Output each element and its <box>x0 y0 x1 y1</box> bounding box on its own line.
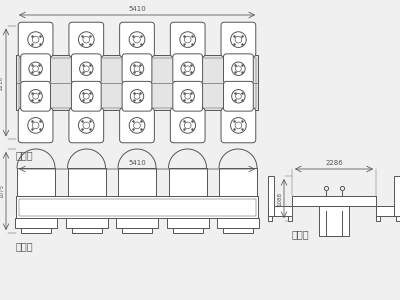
Bar <box>268 216 272 221</box>
Circle shape <box>32 122 39 129</box>
Bar <box>116 218 158 228</box>
Circle shape <box>230 32 246 47</box>
FancyBboxPatch shape <box>120 22 154 57</box>
Circle shape <box>185 93 190 99</box>
Circle shape <box>78 118 94 133</box>
Bar <box>168 168 206 196</box>
Text: 5410: 5410 <box>128 6 146 12</box>
Bar <box>396 216 400 221</box>
Text: 顶视图: 顶视图 <box>16 150 34 160</box>
Circle shape <box>184 36 191 43</box>
Bar <box>15 218 57 228</box>
Circle shape <box>32 36 39 43</box>
Circle shape <box>134 66 140 72</box>
FancyBboxPatch shape <box>173 81 202 111</box>
FancyBboxPatch shape <box>221 22 256 57</box>
Bar <box>394 176 400 216</box>
Circle shape <box>33 66 38 72</box>
FancyBboxPatch shape <box>72 81 101 111</box>
Circle shape <box>185 66 190 72</box>
Bar <box>72 228 102 233</box>
Circle shape <box>129 118 145 133</box>
Circle shape <box>129 32 145 47</box>
Bar <box>18 58 256 107</box>
Circle shape <box>130 89 144 103</box>
Circle shape <box>235 36 242 43</box>
Circle shape <box>29 89 42 103</box>
Text: 1075: 1075 <box>0 184 4 198</box>
Circle shape <box>33 93 38 99</box>
Bar <box>268 176 274 216</box>
Bar <box>219 168 257 196</box>
Circle shape <box>83 36 90 43</box>
Circle shape <box>134 36 140 43</box>
Text: 5410: 5410 <box>128 160 146 166</box>
Text: 2210: 2210 <box>0 76 4 89</box>
Circle shape <box>28 118 44 133</box>
FancyBboxPatch shape <box>18 108 53 143</box>
Text: 2286: 2286 <box>325 160 343 166</box>
Bar <box>18 199 256 215</box>
Bar <box>21 228 51 233</box>
Bar <box>319 206 349 236</box>
Bar <box>166 218 208 228</box>
Circle shape <box>84 66 89 72</box>
Circle shape <box>180 32 196 47</box>
FancyBboxPatch shape <box>221 108 256 143</box>
Circle shape <box>80 62 93 76</box>
Circle shape <box>84 93 89 99</box>
Circle shape <box>83 122 90 129</box>
Bar <box>118 168 156 196</box>
Bar <box>376 206 400 216</box>
Bar <box>292 196 376 206</box>
Circle shape <box>180 118 196 133</box>
Circle shape <box>236 93 241 99</box>
Circle shape <box>134 122 140 129</box>
FancyBboxPatch shape <box>170 108 205 143</box>
Circle shape <box>232 89 245 103</box>
FancyBboxPatch shape <box>122 81 152 111</box>
Circle shape <box>236 66 241 72</box>
FancyBboxPatch shape <box>69 108 104 143</box>
Text: 正视图: 正视图 <box>16 241 34 251</box>
Bar <box>16 55 258 110</box>
Bar <box>122 228 152 233</box>
FancyBboxPatch shape <box>173 54 202 84</box>
Text: 侧视图: 侧视图 <box>292 229 310 239</box>
FancyBboxPatch shape <box>122 54 152 84</box>
Circle shape <box>80 89 93 103</box>
FancyBboxPatch shape <box>69 22 104 57</box>
Circle shape <box>181 89 194 103</box>
Bar <box>376 216 380 221</box>
Bar <box>66 218 108 228</box>
Circle shape <box>78 32 94 47</box>
FancyBboxPatch shape <box>224 54 253 84</box>
Bar <box>223 228 253 233</box>
Circle shape <box>230 118 246 133</box>
Circle shape <box>28 32 44 47</box>
Text: 1088: 1088 <box>277 191 282 206</box>
Circle shape <box>184 122 191 129</box>
Circle shape <box>235 122 242 129</box>
Bar <box>172 228 202 233</box>
Bar <box>268 206 292 216</box>
FancyBboxPatch shape <box>21 81 50 111</box>
Circle shape <box>29 62 42 76</box>
FancyBboxPatch shape <box>72 54 101 84</box>
Bar <box>68 168 106 196</box>
Circle shape <box>232 62 245 76</box>
Bar <box>17 168 55 196</box>
Circle shape <box>134 93 140 99</box>
Bar <box>288 216 292 221</box>
FancyBboxPatch shape <box>224 81 253 111</box>
Bar <box>16 196 258 218</box>
FancyBboxPatch shape <box>170 22 205 57</box>
FancyBboxPatch shape <box>18 22 53 57</box>
FancyBboxPatch shape <box>21 54 50 84</box>
Circle shape <box>181 62 194 76</box>
FancyBboxPatch shape <box>120 108 154 143</box>
Bar <box>217 218 259 228</box>
Circle shape <box>130 62 144 76</box>
